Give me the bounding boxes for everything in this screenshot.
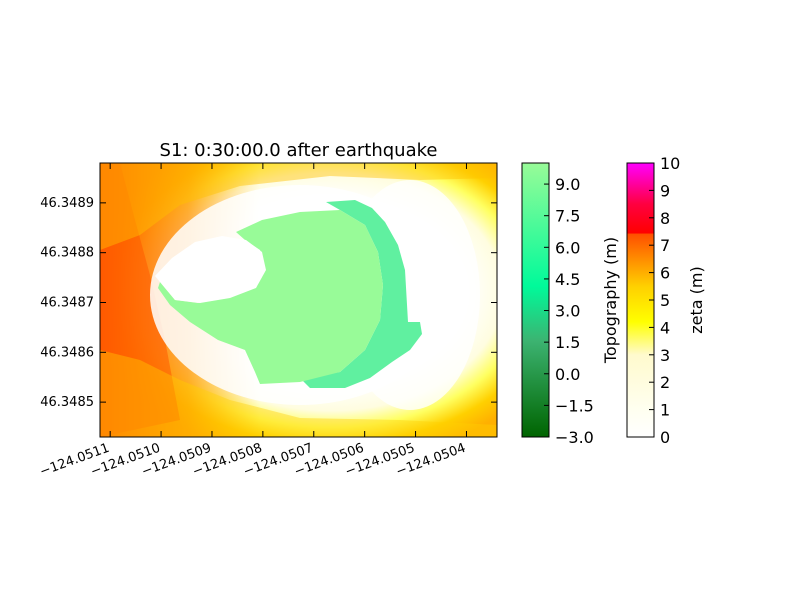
topography-colorbar-gradient xyxy=(521,162,550,438)
colorbar-tick-label: 2 xyxy=(660,373,670,392)
colorbar-tick-label: −1.5 xyxy=(555,396,594,415)
colorbar-tick-label: 0.0 xyxy=(555,365,580,384)
colorbar-tick-label: 1 xyxy=(660,401,670,420)
colorbar-tick-label: 3 xyxy=(660,346,670,365)
colorbar-tick-label: 0 xyxy=(660,428,670,447)
zeta-colorbar-label: zeta (m) xyxy=(687,266,706,333)
colorbar-tick-label: 9.0 xyxy=(555,175,580,194)
colorbar-tick-label: 4.5 xyxy=(555,270,580,289)
y-tick-label: 46.3489 xyxy=(40,196,94,211)
y-tick-label: 46.3485 xyxy=(40,395,94,410)
colorbar-tick-label: 1.5 xyxy=(555,333,580,352)
colorbar-tick-label: −3.0 xyxy=(555,428,594,447)
colorbar-tick-label: 7 xyxy=(660,236,670,255)
plot-frame xyxy=(99,162,498,438)
colorbar-tick-label: 6.0 xyxy=(555,238,580,257)
colorbar-tick-label: 5 xyxy=(660,291,670,310)
chart-title: S1: 0:30:00.0 after earthquake xyxy=(160,140,438,161)
y-tick-label: 46.3488 xyxy=(40,246,94,261)
south-band xyxy=(100,350,497,437)
north-band xyxy=(100,163,497,250)
colorbar-tick-label: 6 xyxy=(660,264,670,283)
zeta-colorbar: 0 1 2 3 4 5 6 7 8 9 10 zeta (m) xyxy=(626,154,706,447)
topography-land xyxy=(158,210,383,384)
west-rim-band xyxy=(100,163,180,437)
topography-colorbar-label: Topography (m) xyxy=(601,237,620,364)
heatmap xyxy=(100,163,497,437)
topography-colorbar: 9.0 7.5 6.0 4.5 3.0 1.5 0.0 −1.5 −3.0 Topography… xyxy=(521,162,620,447)
zeta-colorbar-ticks: 0 1 2 3 4 5 6 7 8 9 10 xyxy=(649,154,680,447)
y-tick-label: 46.3486 xyxy=(40,345,94,360)
topography-land-dark xyxy=(300,200,422,388)
colorbar-tick-label: 3.0 xyxy=(555,302,580,321)
colorbar-tick-label: 4 xyxy=(660,318,670,337)
topography-colorbar-ticks: 9.0 7.5 6.0 4.5 3.0 1.5 0.0 −1.5 −3.0 xyxy=(544,175,594,447)
colorbar-tick-label: 8 xyxy=(660,209,670,228)
inlet-water xyxy=(155,236,266,303)
colorbar-tick-label: 9 xyxy=(660,181,670,200)
colorbar-tick-label: 7.5 xyxy=(555,207,580,226)
y-tick-label: 46.3487 xyxy=(40,295,94,310)
y-axis: 46.3485 46.3486 46.3487 46.3488 46.3489 xyxy=(40,196,497,410)
colorbar-tick-label: 10 xyxy=(660,154,680,173)
